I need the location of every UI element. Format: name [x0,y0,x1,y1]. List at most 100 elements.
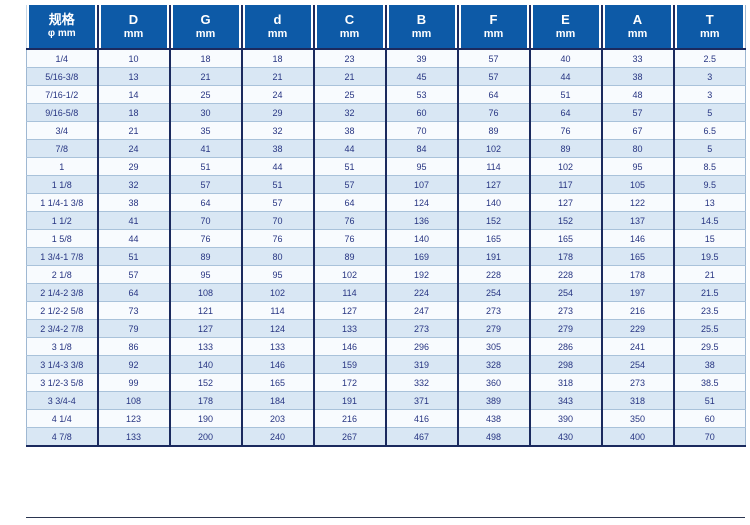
value-cell-B: 140 [384,229,458,248]
value-cell-D: 123 [96,409,170,428]
value-cell-E: 102 [528,157,602,176]
value-cell-D: 24 [96,139,170,158]
header-block: 规格 φ mm [29,5,95,48]
value-cell-D: 21 [96,121,170,140]
value-cell-C: 23 [312,49,386,68]
value-cell-G: 18 [168,49,242,68]
value-cell-C: 89 [312,247,386,266]
table-row: 4 1/4 123 190 203 216 416 438 390 350 60 [26,409,746,428]
value-cell-F: 228 [456,265,530,284]
value-cell-B: 319 [384,355,458,374]
value-cell-A: 95 [600,157,674,176]
value-cell-C: 159 [312,355,386,374]
column-header-d: d mm [240,5,314,50]
value-cell-T: 38.5 [672,373,746,392]
header-unit: mm [195,27,216,40]
value-cell-D: 13 [96,67,170,86]
value-cell-F: 57 [456,67,530,86]
value-cell-G: 152 [168,373,242,392]
value-cell-F: 360 [456,373,530,392]
value-cell-d: 146 [240,355,314,374]
value-cell-T: 38 [672,355,746,374]
value-cell-D: 79 [96,319,170,338]
value-cell-E: 343 [528,391,602,410]
spec-cell: 2 1/4-2 3/8 [26,283,98,302]
header-label: F [489,11,498,27]
header-unit: mm [267,27,288,40]
value-cell-B: 107 [384,175,458,194]
value-cell-d: 114 [240,301,314,320]
value-cell-A: 318 [600,391,674,410]
value-cell-D: 108 [96,391,170,410]
value-cell-B: 192 [384,265,458,284]
value-cell-C: 133 [312,319,386,338]
header-label: C [344,11,355,27]
value-cell-C: 57 [312,175,386,194]
value-cell-T: 2.5 [672,49,746,68]
value-cell-A: 122 [600,193,674,212]
value-cell-G: 76 [168,229,242,248]
spec-cell: 4 1/4 [26,409,98,428]
value-cell-A: 350 [600,409,674,428]
value-cell-E: 152 [528,211,602,230]
value-cell-B: 247 [384,301,458,320]
value-cell-E: 430 [528,427,602,447]
value-cell-G: 70 [168,211,242,230]
table-row: 3 1/4-3 3/8 92 140 146 159 319 328 298 254 38 [26,355,746,374]
value-cell-T: 9.5 [672,175,746,194]
spec-cell: 2 3/4-2 7/8 [26,319,98,338]
value-cell-B: 45 [384,67,458,86]
value-cell-d: 76 [240,229,314,248]
value-cell-E: 390 [528,409,602,428]
value-cell-d: 24 [240,85,314,104]
value-cell-B: 70 [384,121,458,140]
header-unit: mm [339,27,360,40]
header-label: G [200,11,211,27]
value-cell-C: 38 [312,121,386,140]
value-cell-C: 32 [312,103,386,122]
value-cell-d: 165 [240,373,314,392]
value-cell-F: 273 [456,301,530,320]
value-cell-F: 305 [456,337,530,356]
value-cell-T: 21 [672,265,746,284]
value-cell-F: 165 [456,229,530,248]
value-cell-A: 33 [600,49,674,68]
header-unit: mm [123,27,144,40]
value-cell-D: 14 [96,85,170,104]
spec-cell: 9/16-5/8 [26,103,98,122]
value-cell-d: 80 [240,247,314,266]
value-cell-A: 38 [600,67,674,86]
value-cell-C: 114 [312,283,386,302]
value-cell-A: 241 [600,337,674,356]
value-cell-E: 89 [528,139,602,158]
spec-cell: 1 [26,157,98,176]
value-cell-C: 64 [312,193,386,212]
table-row: 3/4 21 35 32 38 70 89 76 67 6.5 [26,121,746,140]
value-cell-T: 6.5 [672,121,746,140]
value-cell-G: 200 [168,427,242,447]
value-cell-C: 102 [312,265,386,284]
column-header-spec: 规格 φ mm [26,5,98,50]
value-cell-T: 3 [672,85,746,104]
value-cell-F: 89 [456,121,530,140]
table-row: 9/16-5/8 18 30 29 32 60 76 64 57 5 [26,103,746,122]
value-cell-D: 38 [96,193,170,212]
value-cell-C: 76 [312,211,386,230]
footer-divider [26,517,745,518]
value-cell-E: 286 [528,337,602,356]
spec-cell: 3 1/8 [26,337,98,356]
header-unit: mm [555,27,576,40]
value-cell-D: 18 [96,103,170,122]
value-cell-B: 224 [384,283,458,302]
value-cell-E: 76 [528,121,602,140]
table-row: 1 1/8 32 57 51 57 107 127 117 105 9.5 [26,175,746,194]
value-cell-A: 197 [600,283,674,302]
spec-cell: 5/16-3/8 [26,67,98,86]
value-cell-D: 51 [96,247,170,266]
